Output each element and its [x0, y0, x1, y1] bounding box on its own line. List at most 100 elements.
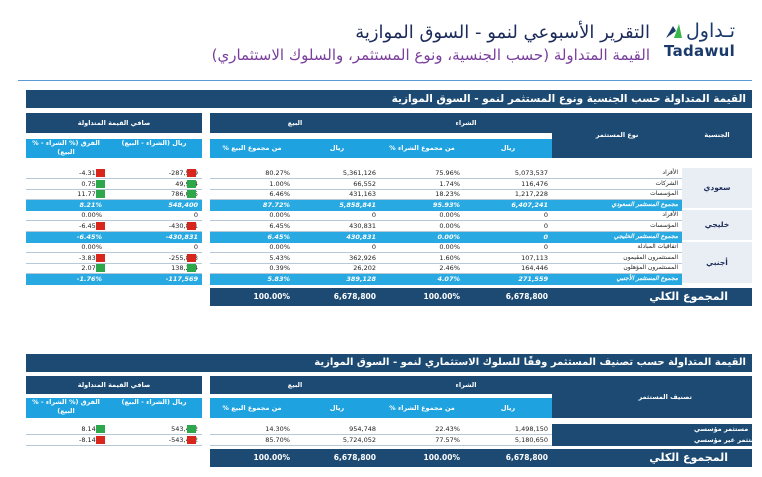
table1-title-band: القيمة المتداولة حسب الجنسية ونوع المستث… — [26, 90, 752, 108]
net-cell: -255,813 — [106, 253, 202, 264]
grand-sell-2: 6,678,800 — [294, 449, 380, 467]
diff-cell: -4.31% — [26, 168, 106, 179]
sell-pct-cell: 0.00% — [210, 242, 294, 253]
sell-pct-cell: 80.27% — [210, 168, 294, 179]
nationality-header: الجنسية — [682, 113, 752, 158]
investor-type-label: مجموع المستثمر الخليجي — [552, 232, 682, 243]
net-cell: 543,402 — [106, 424, 202, 435]
net-cell: 0 — [106, 210, 202, 221]
sell-pct-cell: 0.00% — [210, 210, 294, 221]
buy-pct-cell: 0.00% — [380, 242, 464, 253]
grand-total-label: المجموع الكلي — [552, 288, 752, 306]
sell-pct-cell: 0.39% — [210, 263, 294, 274]
grand-sell-pct: 100.00% — [210, 288, 294, 306]
buy-pct-cell: 22.43% — [380, 424, 464, 435]
investor-type-label: اتفاقيات المبادلة — [552, 242, 682, 253]
positive-indicator — [187, 190, 196, 198]
diff-subheader-2: الفرق (% الشراء - % البيع) — [26, 398, 106, 418]
table2-title-band: القيمة المتداولة حسب تصنيف المستثمر وفقً… — [26, 354, 752, 372]
sell-cell: 431,163 — [294, 189, 380, 200]
diff-cell: 11.77% — [26, 189, 106, 200]
tadawul-logo-icon — [666, 24, 682, 38]
buy-pct-cell: 2.46% — [380, 263, 464, 274]
investor-type-label: المستثمرون المقيمون — [552, 253, 682, 264]
buy-cell: 0 — [464, 221, 552, 232]
investor-type-label: المستثمرون المؤهلون — [552, 263, 682, 274]
buy-cell: 5,180,650 — [464, 435, 552, 446]
buy-pct-cell: 75.96% — [380, 168, 464, 179]
investor-type-label: الأفراد — [552, 210, 682, 221]
sell-sar-subheader: ريال — [294, 139, 380, 158]
header-divider — [18, 80, 752, 81]
logo-english: Tadawul — [664, 42, 736, 60]
sell-cell: 430,831 — [294, 221, 380, 232]
logo-arabic: تـداول — [686, 20, 736, 42]
nationality-label: سعودي — [682, 168, 752, 209]
net-cell: 0 — [106, 242, 202, 253]
buy-pct-cell: 18.23% — [380, 189, 464, 200]
buy-pct-cell: 0.00% — [380, 221, 464, 232]
diff-cell: 2.07% — [26, 263, 106, 274]
grand-buy-2: 6,678,800 — [464, 449, 552, 467]
sell-cell: 0 — [294, 242, 380, 253]
buy-sar-subheader-2: ريال — [464, 398, 552, 418]
buy-pct-cell: 0.00% — [380, 210, 464, 221]
buy-cell: 0 — [464, 210, 552, 221]
buy-cell: 6,407,241 — [464, 200, 552, 211]
sell-pct-cell: 1.00% — [210, 179, 294, 190]
positive-indicator — [96, 264, 105, 272]
diff-cell: -6.45% — [26, 221, 106, 232]
buy-pct-cell: 4.07% — [380, 274, 464, 285]
investor-type-label: مجموع المستثمر السعودي — [552, 200, 682, 211]
investor-class-header: تصنيف المستثمر — [552, 376, 752, 418]
grand-sell-pct-2: 100.00% — [210, 449, 294, 467]
sell-group-header: البيع — [210, 113, 380, 133]
nationality-label: خليجي — [682, 210, 752, 241]
sell-cell: 5,724,052 — [294, 435, 380, 446]
negative-indicator — [187, 254, 196, 262]
page-subtitle: القيمة المتداولة (حسب الجنسية، ونوع المس… — [211, 46, 650, 64]
grand-total-label-2: المجموع الكلي — [552, 449, 752, 467]
sell-pct-cell: 14.30% — [210, 424, 294, 435]
buy-pct-cell: 1.60% — [380, 253, 464, 264]
grand-buy-pct-2: 100.00% — [380, 449, 464, 467]
investor-type-header: نوع المستثمر — [552, 113, 682, 158]
net-value-group-header: صافي القيمة المتداولة — [26, 113, 202, 133]
net-sar-subheader: ريال (الشراء - البيع) — [106, 139, 202, 158]
diff-cell: 8.21% — [26, 200, 106, 211]
sell-group-header-2: البيع — [210, 376, 380, 394]
diff-cell: 8.14% — [26, 424, 106, 435]
sell-pct-cell: 85.70% — [210, 435, 294, 446]
negative-indicator — [96, 254, 105, 262]
net-cell: -430,831 — [106, 221, 202, 232]
investor-type-label: المؤسسات — [552, 221, 682, 232]
negative-indicator — [96, 222, 105, 230]
buy-pct-subheader-2: % من مجموع الشراء — [380, 398, 464, 418]
buy-cell: 0 — [464, 242, 552, 253]
negative-indicator — [96, 436, 105, 444]
negative-indicator — [187, 169, 196, 177]
buy-pct-cell: 95.93% — [380, 200, 464, 211]
negative-indicator — [187, 436, 196, 444]
diff-cell: 0.00% — [26, 242, 106, 253]
net-cell: -430,831 — [106, 232, 202, 243]
net-cell: -287,589 — [106, 168, 202, 179]
diff-cell: -8.14% — [26, 435, 106, 446]
net-value-group-header-2: صافي القيمة المتداولة — [26, 376, 202, 394]
buy-pct-cell: 77.57% — [380, 435, 464, 446]
net-cell: -543,402 — [106, 435, 202, 446]
sell-cell: 5,361,126 — [294, 168, 380, 179]
positive-indicator — [187, 180, 196, 188]
buy-cell: 1,217,228 — [464, 189, 552, 200]
investor-type-label: الشركات — [552, 179, 682, 190]
diff-cell: -1.76% — [26, 274, 106, 285]
buy-cell: 1,498,150 — [464, 424, 552, 435]
grand-buy: 6,678,800 — [464, 288, 552, 306]
nationality-label: أجنبي — [682, 242, 752, 284]
buy-cell: 5,073,537 — [464, 168, 552, 179]
negative-indicator — [187, 222, 196, 230]
diff-cell: 0.75% — [26, 179, 106, 190]
sell-cell: 26,202 — [294, 263, 380, 274]
grand-sell: 6,678,800 — [294, 288, 380, 306]
sell-cell: 0 — [294, 210, 380, 221]
